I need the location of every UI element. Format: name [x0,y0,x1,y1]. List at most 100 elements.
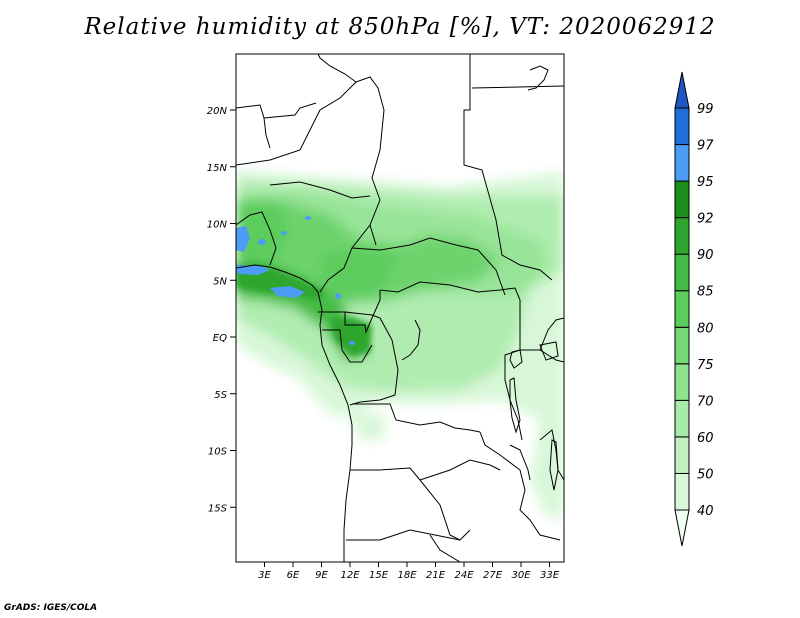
humidity-field [236,170,564,520]
colorbar-segment [674,363,690,401]
lat-tick-label: 15N [207,163,228,174]
lat-tick-label: 15S [208,503,228,514]
border [351,237,506,296]
border [471,85,564,89]
border [463,54,553,281]
colorbar-label: 95 [697,175,714,190]
political-boundaries [236,54,564,562]
latitude-axis: 20N 15N 10N 5N EQ 5S 10S 15S [207,106,236,514]
colorbar-label: 90 [697,248,714,263]
saturation-patch [270,286,305,298]
lake [549,439,559,491]
lon-tick-label: 15E [369,570,389,581]
lon-tick-label: 30E [511,570,531,581]
border [539,317,564,351]
border [236,54,357,166]
lat-tick-label: 20N [207,106,228,117]
border [263,102,317,119]
border [236,104,271,149]
border [319,199,381,293]
lon-tick-label: 21E [426,570,446,581]
colorbar-label: 40 [697,504,714,519]
border [520,349,564,363]
lon-tick-label: 33E [540,570,560,581]
border [369,224,377,246]
border [379,281,521,301]
border [318,311,381,319]
colorbar-segment [674,107,690,146]
border [236,211,277,266]
saturation-patch [281,231,287,235]
colorbar-lower-arrow [674,509,690,547]
colorbar-segment [674,217,690,255]
lon-tick-label: 9E [315,570,328,581]
saturation-patch [349,341,355,345]
lake [509,349,523,369]
colorbar-label: 60 [697,431,714,446]
map-title: Relative humidity at 850hPa [%], VT: 202… [84,14,716,40]
border [539,429,564,481]
border [269,181,371,199]
colorbar-label: 50 [697,467,714,482]
humidity-zone-darker [320,248,400,300]
colorbar-segment [674,253,690,292]
humidity-zone-darker [236,200,290,258]
border [371,290,381,319]
colorbar-label: 85 [697,285,714,300]
colorbar-segment [674,472,690,511]
colorbar-segment [674,290,690,328]
lake [539,341,559,361]
border [346,529,461,541]
lat-tick-label: 10S [208,447,228,458]
lon-tick-label: 6E [287,570,300,581]
humidity-zone-max [330,318,372,356]
border [419,459,501,481]
lat-tick-label: 5N [213,276,227,287]
lon-tick-label: 18E [397,570,417,581]
saturation-patch [258,239,266,245]
lon-tick-label: 24E [454,570,474,581]
border [479,431,561,541]
map-frame [235,53,565,563]
border [509,444,531,481]
colorbar-segment [674,180,690,219]
lat-tick-label: 5S [214,390,227,401]
lon-tick-label: 3E [258,570,271,581]
saturation-patch [236,265,270,275]
lon-tick-label: 27E [483,570,503,581]
saturation-patch [236,226,250,252]
colorbar-label: 75 [697,358,714,373]
colorbar-label: 99 [697,102,714,117]
colorbar-label: 97 [697,139,714,154]
lon-tick-label: 12E [340,570,360,581]
lat-tick-label: EQ [213,333,227,344]
border [322,329,373,363]
humidity-zone-light [530,420,564,520]
lat-tick-label: 10N [207,220,228,231]
colorbar-segment [674,326,690,365]
colorbar-segment [674,399,690,438]
saturation-patch [305,216,311,220]
lake [509,377,521,434]
colorbar: 40 50 60 70 75 80 85 90 92 95 97 99 [674,71,714,547]
colorbar-segment [674,144,690,182]
longitude-axis: 3E 6E 9E 12E 15E 18E 21E 24E 27E 30E 33E [258,562,560,581]
border [344,312,373,334]
saturation-patches [236,216,355,345]
border [350,467,471,541]
colorbar-label: 70 [697,394,714,409]
saturation-patch [335,293,341,299]
humidity-zone-light [345,410,385,440]
colorbar-upper-arrow [674,71,690,109]
border [429,534,461,562]
colorbar-segment [674,436,690,474]
border [352,403,481,433]
coastline-east [527,65,549,91]
border [355,76,385,201]
river [401,319,421,361]
border [349,317,399,406]
colorbar-label: 80 [697,321,714,336]
grads-credit: GrADS: IGES/COLA [4,603,98,613]
colorbar-label: 92 [697,212,714,227]
